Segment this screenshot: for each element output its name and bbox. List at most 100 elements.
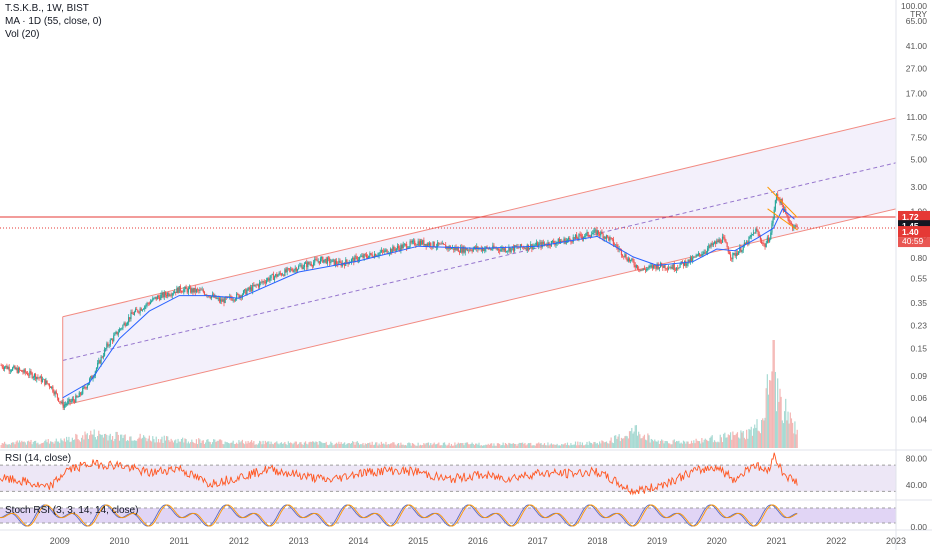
stoch-rsi-indicator-label[interactable]: Stoch RSI (3, 3, 14, 14, close) bbox=[5, 505, 139, 516]
candle-body bbox=[184, 286, 186, 290]
candle-body bbox=[275, 274, 277, 277]
volume-bar bbox=[210, 444, 212, 448]
volume-bar bbox=[186, 443, 188, 448]
candle-body bbox=[7, 367, 9, 369]
volume-bar bbox=[171, 440, 173, 448]
volume-bar bbox=[201, 440, 203, 448]
volume-bar bbox=[130, 436, 132, 448]
candle-body bbox=[504, 248, 507, 252]
candle-body bbox=[155, 296, 157, 300]
candle-body bbox=[526, 244, 528, 250]
candle-body bbox=[615, 244, 617, 246]
volume-bar bbox=[532, 445, 534, 448]
volume-bar bbox=[91, 434, 93, 448]
candle-body bbox=[673, 264, 675, 270]
volume-bar bbox=[509, 443, 511, 448]
symbol-title[interactable]: T.S.K.B., 1W, BIST bbox=[5, 3, 89, 14]
volume-bar bbox=[419, 444, 422, 448]
candle-body bbox=[391, 248, 393, 253]
candle-body bbox=[497, 248, 500, 251]
volume-bar bbox=[138, 437, 140, 448]
volume-bar bbox=[117, 434, 119, 448]
volume-bar bbox=[223, 444, 225, 448]
volume-bar bbox=[783, 411, 786, 448]
volume-bar bbox=[787, 411, 789, 448]
candle-body bbox=[293, 269, 295, 272]
price-tick-label: 0.23 bbox=[910, 320, 927, 330]
candle-body bbox=[458, 251, 461, 253]
volume-bar bbox=[379, 444, 381, 448]
volume-bar bbox=[244, 444, 246, 448]
volume-bar bbox=[68, 436, 70, 448]
volume-bar bbox=[740, 430, 742, 448]
ma-indicator-label[interactable]: MA · 1D (55, close, 0) bbox=[5, 16, 102, 27]
volume-bar bbox=[175, 439, 177, 448]
candle-body bbox=[327, 257, 330, 259]
price-pane[interactable] bbox=[0, 117, 897, 411]
volume-bar bbox=[338, 441, 340, 448]
candle-body bbox=[408, 246, 410, 249]
volume-bar bbox=[7, 444, 9, 448]
candle-body bbox=[281, 274, 284, 276]
candle-body bbox=[357, 259, 359, 261]
candle-body bbox=[187, 288, 189, 293]
candle-body bbox=[767, 237, 770, 242]
candle-body bbox=[648, 265, 650, 269]
volume-bar bbox=[395, 445, 397, 448]
volume-bar bbox=[695, 438, 697, 448]
volume-bar bbox=[118, 440, 121, 448]
rsi-pane[interactable] bbox=[0, 452, 896, 496]
price-badge-current: 1.40 bbox=[902, 227, 919, 237]
candle-body bbox=[473, 246, 476, 249]
candle-body bbox=[106, 343, 108, 349]
stoch-rsi-pane[interactable] bbox=[0, 504, 896, 527]
candle-body bbox=[543, 243, 546, 245]
volume-bar bbox=[455, 445, 457, 448]
candle-body bbox=[24, 369, 26, 373]
volume-bar bbox=[111, 436, 114, 448]
candle-body bbox=[369, 253, 371, 256]
candle-body bbox=[738, 251, 740, 255]
volume-bar bbox=[107, 440, 109, 448]
volume-bar bbox=[456, 443, 458, 448]
rsi-indicator-label[interactable]: RSI (14, close) bbox=[5, 453, 72, 464]
volume-bar bbox=[661, 439, 663, 448]
volume-bar bbox=[410, 445, 412, 448]
volume-bar bbox=[635, 425, 637, 448]
volume-bar bbox=[404, 444, 407, 448]
volume-bar bbox=[298, 443, 300, 448]
volume-bar bbox=[332, 445, 334, 448]
candle-body bbox=[131, 312, 133, 314]
x-tick-label: 2021 bbox=[767, 536, 787, 546]
candle-body bbox=[12, 367, 14, 371]
candle-body bbox=[291, 268, 293, 271]
volume-bar bbox=[717, 441, 719, 448]
volume-bar bbox=[537, 443, 539, 448]
volume-bar bbox=[447, 444, 449, 448]
candle-body bbox=[70, 400, 72, 403]
candle-body bbox=[563, 238, 565, 242]
volume-bar bbox=[253, 441, 255, 448]
candle-body bbox=[254, 284, 256, 286]
candle-body bbox=[380, 250, 382, 253]
volume-bar bbox=[401, 444, 403, 448]
candle-body bbox=[8, 367, 10, 371]
volume-indicator-label[interactable]: Vol (20) bbox=[5, 29, 40, 40]
volume-bar bbox=[441, 445, 443, 448]
candle-body bbox=[564, 238, 566, 244]
volume-bar bbox=[62, 441, 64, 448]
candle-body bbox=[481, 248, 484, 251]
volume-bar bbox=[450, 443, 453, 448]
volume-bar bbox=[219, 439, 222, 448]
volume-bar bbox=[571, 445, 573, 448]
volume-bar bbox=[738, 437, 740, 448]
volume-bar bbox=[643, 434, 646, 448]
volume-bar bbox=[224, 441, 226, 448]
volume-bar bbox=[18, 440, 21, 448]
candle-body bbox=[653, 264, 655, 269]
candle-body bbox=[757, 231, 759, 235]
candle-body bbox=[202, 289, 204, 292]
candle-body bbox=[476, 246, 478, 249]
volume-bar bbox=[435, 444, 438, 448]
